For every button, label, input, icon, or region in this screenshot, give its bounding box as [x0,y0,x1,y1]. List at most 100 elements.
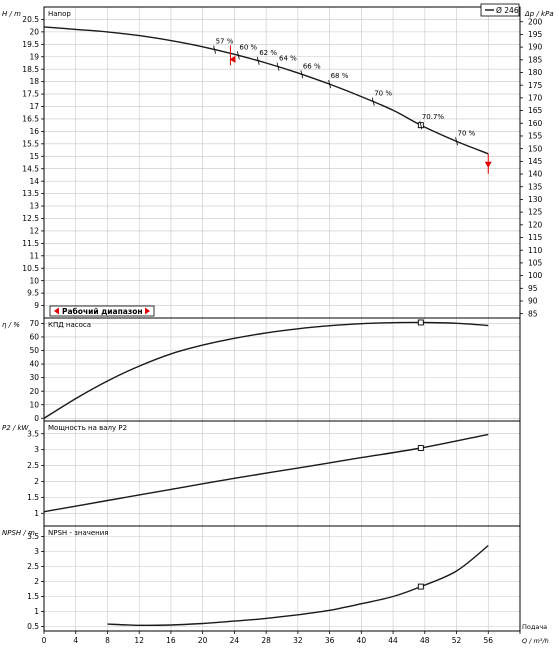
y-tick-label: 20 [29,387,39,396]
panel-title: Мощность на валу P2 [48,424,127,432]
y-axis-label: H / m [2,10,21,18]
efficiency-label: 70.7% [422,113,445,121]
y2-tick-label: 115 [528,233,543,242]
x-tick-label: 40 [357,636,367,645]
y-tick-label: 11.5 [22,239,39,248]
y-tick-label: 9.5 [27,289,39,298]
y-tick-label: 11 [29,251,39,260]
y2-tick-label: 190 [528,43,543,52]
y2-tick-label: 95 [528,284,538,293]
legend-label: Ø 246 [496,6,519,15]
legend: Ø 246 [480,3,520,17]
y-tick-label: 2.5 [27,562,39,571]
x-axis-label: Q / m³/h [522,637,549,645]
y-tick-label: 3 [34,445,39,454]
y2-tick-label: 160 [528,119,543,128]
y2-tick-label: 195 [528,30,543,39]
y-tick-label: 14.5 [22,164,39,173]
y-tick-label: 20 [29,27,39,36]
y2-tick-label: 135 [528,182,543,191]
efficiency-tick [419,121,423,130]
panel-frame [43,317,521,422]
power-curve [43,433,489,513]
y2-tick-label: 170 [528,93,543,102]
panel-frame [43,420,521,527]
y2-tick-label: 185 [528,55,543,64]
y2-tick-label: 150 [528,144,543,153]
y-tick-label: 16.5 [22,115,39,124]
efficiency-tick [213,45,216,54]
range-left-arrow [54,307,59,315]
y2-tick-label: 180 [528,68,543,77]
x-axis: 0 4 8 12 16 20 24 28 32 36 40 44 48 52 56 Q / m³/hПодач… [42,623,549,645]
y2-tick-label: 175 [528,81,543,90]
y-tick-label: 1.5 [27,592,39,601]
operating-point-marker [417,583,424,590]
y-tick-label: 17.5 [22,90,39,99]
x-tick-label: 32 [293,636,303,645]
y-tick-label: 0 [34,414,39,423]
y2-tick-label: 125 [528,208,543,217]
y-tick-label: 13 [29,202,39,211]
y2-axis-label: Δp / kPa [524,10,554,18]
x-tick-label: 20 [198,636,208,645]
y-tick-label: 19 [29,52,39,61]
y2-tick-label: 140 [528,170,543,179]
x-axis-secondary-label: Подача [522,623,547,631]
y2-tick-label: 110 [528,246,543,255]
y2-tick-label: 165 [528,106,543,115]
x-tick-label: 36 [325,636,335,645]
head-curve [43,26,489,155]
y-tick-label: 2.5 [27,461,39,470]
panel-efficiency: 0 10 20 30 40 50 60 70 КПД насоса η / % [2,317,521,423]
range-start-marker [229,55,236,63]
x-tick-label: 4 [73,636,78,645]
range-end-marker [484,161,492,168]
x-tick-label: 0 [42,636,47,645]
x-tick-label: 44 [388,636,398,645]
x-gridlines [43,7,521,631]
x-tick-label: 48 [420,636,430,645]
y-tick-label: 9 [34,301,39,310]
panel-title: Напор [48,10,71,18]
y-tick-label: 10 [29,400,39,409]
operating-range-label: Рабочий диапазон [62,307,143,316]
panel-frame [43,6,521,319]
x-tick-label: 56 [483,636,493,645]
y-tick-label: 1 [34,509,39,518]
x-tick-label: 24 [230,636,240,645]
x-tick-label: 28 [261,636,271,645]
legend-frame [480,3,520,17]
y-tick-label: 19.5 [22,40,39,49]
y2-tick-label: 90 [528,297,538,306]
efficiency-label: 68 % [331,72,349,80]
efficiency-label: 70 % [374,90,392,98]
y-tick-label: 3.5 [27,429,39,438]
efficiency-tick [455,137,458,146]
y-tick-label: 3.5 [27,532,39,541]
y2-tick-label: 85 [528,309,538,318]
efficiency-curve [43,321,489,419]
y2-tick-label: 200 [528,17,543,26]
y-tick-label: 40 [29,360,39,369]
panel-frame [43,525,521,632]
y-tick-label: 13.5 [22,189,39,198]
panel-npsh: 0.5 1 1.5 2 2.5 3 3.5 NPSH - значения NPSH / m [2,525,521,632]
x-tick-label: 8 [105,636,110,645]
efficiency-label: 62 % [259,49,277,57]
operating-point-marker [417,445,424,451]
y-axis-label: NPSH / m [2,529,35,537]
y-tick-label: 16 [29,127,39,136]
y-tick-label: 12.5 [22,214,39,223]
y-tick-label: 14 [29,177,39,186]
y-tick-label: 20.5 [22,15,39,24]
efficiency-label: 60 % [239,43,257,51]
y-axis-label: P2 / kW [2,424,30,432]
x-tick-label: 16 [166,636,176,645]
efficiency-label: 64 % [279,55,297,63]
x-tick-label: 52 [452,636,462,645]
y2-tick-label: 120 [528,220,543,229]
panel-head: 9 9.5 10 10.5 11 11.5 12 12.5 13 13.5 14 14.5 15 15.5… [2,6,554,319]
efficiency-tick [236,51,240,60]
x-tick-label: 12 [134,636,144,645]
